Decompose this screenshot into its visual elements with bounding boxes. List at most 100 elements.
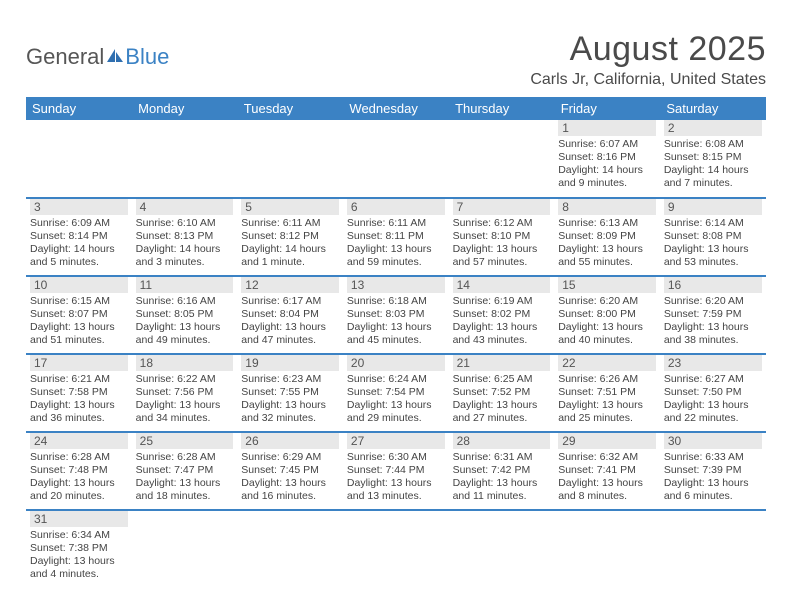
day-info: Sunrise: 6:21 AMSunset: 7:58 PMDaylight:… — [30, 373, 128, 426]
calendar-body: 1Sunrise: 6:07 AMSunset: 8:16 PMDaylight… — [26, 120, 766, 588]
sunset-text: Sunset: 8:08 PM — [664, 230, 762, 243]
calendar-cell: 9Sunrise: 6:14 AMSunset: 8:08 PMDaylight… — [660, 198, 766, 276]
calendar-cell: 20 Sunrise: 6:24 AMSunset: 7:54 PMDayligh… — [343, 354, 449, 432]
daylight-text: Daylight: 13 hours and 11 minutes. — [453, 477, 551, 503]
sunset-text: Sunset: 7:47 PM — [136, 464, 234, 477]
sunrise-text: Sunrise: 6:14 AM — [664, 217, 762, 230]
calendar-cell: 26Sunrise: 6:29 AMSunset: 7:45 PMDayligh… — [237, 432, 343, 510]
calendar-cell-empty — [660, 510, 766, 588]
calendar-cell: 23Sunrise: 6:27 AMSunset: 7:50 PMDayligh… — [660, 354, 766, 432]
day-number: 28 — [453, 433, 551, 449]
weekday-header-row: SundayMondayTuesdayWednesdayThursdayFrid… — [26, 97, 766, 120]
sunrise-text: Sunrise: 6:20 AM — [558, 295, 656, 308]
daylight-text: Daylight: 14 hours and 7 minutes. — [664, 164, 762, 190]
day-number: 1 — [558, 120, 656, 136]
daylight-text: Daylight: 13 hours and 32 minutes. — [241, 399, 339, 425]
day-number: 5 — [241, 199, 339, 215]
daylight-text: Daylight: 13 hours and 55 minutes. — [558, 243, 656, 269]
calendar-cell: 25Sunrise: 6:28 AMSunset: 7:47 PMDayligh… — [132, 432, 238, 510]
sunset-text: Sunset: 7:52 PM — [453, 386, 551, 399]
calendar-row: 17Sunrise: 6:21 AMSunset: 7:58 PMDayligh… — [26, 354, 766, 432]
logo: General Blue — [26, 30, 169, 70]
weekday-header: Tuesday — [237, 97, 343, 120]
sunset-text: Sunset: 7:42 PM — [453, 464, 551, 477]
day-number: 14 — [453, 277, 551, 293]
daylight-text: Daylight: 13 hours and 36 minutes. — [30, 399, 128, 425]
calendar-cell: 3 Sunrise: 6:09 AMSunset: 8:14 PMDaylight… — [26, 198, 132, 276]
logo-text-b: Blue — [125, 44, 169, 70]
sunrise-text: Sunrise: 6:15 AM — [30, 295, 128, 308]
sunset-text: Sunset: 7:38 PM — [30, 542, 128, 555]
day-number: 19 — [241, 355, 339, 371]
day-number: 10 — [30, 277, 128, 293]
sunset-text: Sunset: 7:58 PM — [30, 386, 128, 399]
day-info: Sunrise: 6:15 AMSunset: 8:07 PMDaylight:… — [30, 295, 128, 348]
daylight-text: Daylight: 13 hours and 43 minutes. — [453, 321, 551, 347]
daylight-text: Daylight: 13 hours and 53 minutes. — [664, 243, 762, 269]
calendar-cell-empty — [343, 120, 449, 198]
title-block: August 2025 Carls Jr, California, United… — [530, 30, 766, 89]
calendar-cell: 17Sunrise: 6:21 AMSunset: 7:58 PMDayligh… — [26, 354, 132, 432]
daylight-text: Daylight: 13 hours and 45 minutes. — [347, 321, 445, 347]
calendar-cell-empty — [343, 510, 449, 588]
day-info: Sunrise: 6:19 AMSunset: 8:02 PMDaylight:… — [453, 295, 551, 348]
day-number: 26 — [241, 433, 339, 449]
sunrise-text: Sunrise: 6:19 AM — [453, 295, 551, 308]
sunrise-text: Sunrise: 6:23 AM — [241, 373, 339, 386]
calendar-cell: 1Sunrise: 6:07 AMSunset: 8:16 PMDaylight… — [554, 120, 660, 198]
day-info: Sunrise: 6:18 AMSunset: 8:03 PMDaylight:… — [347, 295, 445, 348]
day-number: 20 — [347, 355, 445, 371]
month-title: August 2025 — [530, 30, 766, 69]
calendar-cell: 12Sunrise: 6:17 AMSunset: 8:04 PMDayligh… — [237, 276, 343, 354]
daylight-text: Daylight: 13 hours and 57 minutes. — [453, 243, 551, 269]
sunrise-text: Sunrise: 6:08 AM — [664, 138, 762, 151]
daylight-text: Daylight: 13 hours and 18 minutes. — [136, 477, 234, 503]
day-info: Sunrise: 6:30 AMSunset: 7:44 PMDaylight:… — [347, 451, 445, 504]
calendar-row: 31Sunrise: 6:34 AMSunset: 7:38 PMDayligh… — [26, 510, 766, 588]
sunrise-text: Sunrise: 6:32 AM — [558, 451, 656, 464]
daylight-text: Daylight: 13 hours and 49 minutes. — [136, 321, 234, 347]
day-number: 3 — [30, 199, 128, 215]
sunrise-text: Sunrise: 6:10 AM — [136, 217, 234, 230]
header: General Blue August 2025 Carls Jr, Calif… — [26, 30, 766, 89]
sunset-text: Sunset: 8:11 PM — [347, 230, 445, 243]
day-number: 11 — [136, 277, 234, 293]
calendar-cell-empty — [449, 120, 555, 198]
daylight-text: Daylight: 13 hours and 4 minutes. — [30, 555, 128, 581]
calendar-row: 24Sunrise: 6:28 AMSunset: 7:48 PMDayligh… — [26, 432, 766, 510]
sunset-text: Sunset: 7:55 PM — [241, 386, 339, 399]
sunrise-text: Sunrise: 6:12 AM — [453, 217, 551, 230]
daylight-text: Daylight: 14 hours and 1 minute. — [241, 243, 339, 269]
sunset-text: Sunset: 7:59 PM — [664, 308, 762, 321]
day-number: 23 — [664, 355, 762, 371]
daylight-text: Daylight: 13 hours and 22 minutes. — [664, 399, 762, 425]
day-number: 13 — [347, 277, 445, 293]
daylight-text: Daylight: 14 hours and 5 minutes. — [30, 243, 128, 269]
sunset-text: Sunset: 7:44 PM — [347, 464, 445, 477]
sunrise-text: Sunrise: 6:31 AM — [453, 451, 551, 464]
sunrise-text: Sunrise: 6:21 AM — [30, 373, 128, 386]
day-info: Sunrise: 6:28 AMSunset: 7:48 PMDaylight:… — [30, 451, 128, 504]
calendar-cell: 22Sunrise: 6:26 AMSunset: 7:51 PMDayligh… — [554, 354, 660, 432]
day-number: 2 — [664, 120, 762, 136]
calendar-cell: 18Sunrise: 6:22 AMSunset: 7:56 PMDayligh… — [132, 354, 238, 432]
day-info: Sunrise: 6:32 AMSunset: 7:41 PMDaylight:… — [558, 451, 656, 504]
calendar-cell-empty — [26, 120, 132, 198]
calendar-cell: 21 Sunrise: 6:25 AMSunset: 7:52 PMDayligh… — [449, 354, 555, 432]
day-number: 21 — [453, 355, 551, 371]
day-info: Sunrise: 6:24 AMSunset: 7:54 PMDaylight:… — [347, 373, 445, 426]
sunset-text: Sunset: 8:03 PM — [347, 308, 445, 321]
weekday-header: Monday — [132, 97, 238, 120]
sunrise-text: Sunrise: 6:34 AM — [30, 529, 128, 542]
daylight-text: Daylight: 13 hours and 25 minutes. — [558, 399, 656, 425]
day-info: Sunrise: 6:09 AMSunset: 8:14 PMDaylight:… — [30, 217, 128, 270]
sunset-text: Sunset: 8:12 PM — [241, 230, 339, 243]
day-number: 12 — [241, 277, 339, 293]
calendar-cell-empty — [449, 510, 555, 588]
weekday-header: Friday — [554, 97, 660, 120]
daylight-text: Daylight: 13 hours and 38 minutes. — [664, 321, 762, 347]
day-info: Sunrise: 6:25 AMSunset: 7:52 PMDaylight:… — [453, 373, 551, 426]
sunset-text: Sunset: 8:04 PM — [241, 308, 339, 321]
daylight-text: Daylight: 14 hours and 9 minutes. — [558, 164, 656, 190]
day-number: 7 — [453, 199, 551, 215]
